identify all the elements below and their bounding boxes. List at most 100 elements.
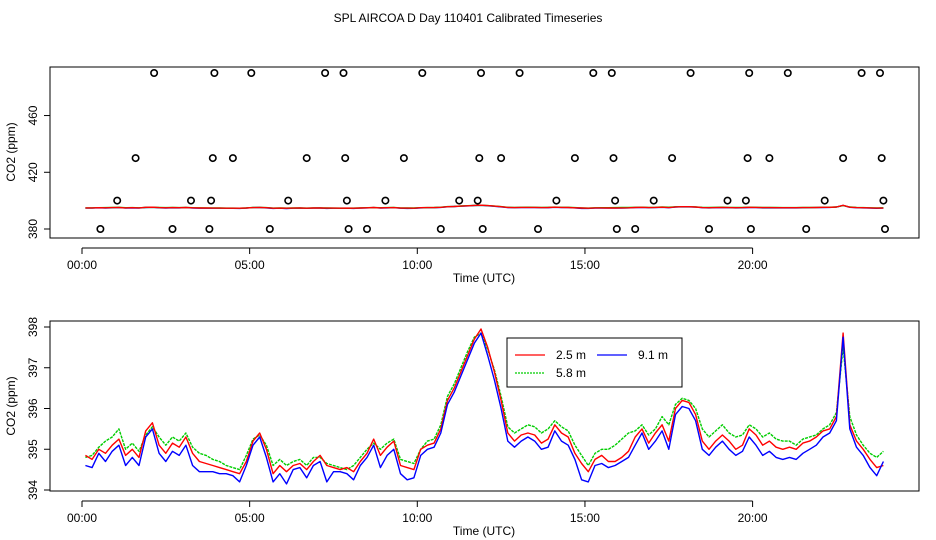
top-plot-frame [49,66,920,239]
y-tick-label: 398 [26,317,40,337]
top-x-axis-label: Time (UTC) [453,271,515,285]
scatter-point [879,196,888,205]
x-tick-label: 00:00 [67,511,97,525]
x-tick-label: 00:00 [67,258,97,272]
bottom-y-axis-label: CO2 (ppm) [4,376,18,435]
scatter-point [765,154,774,163]
top-line-2-5-m [85,204,884,209]
y-tick-label: 396 [26,398,40,418]
scatter-point [418,69,427,78]
scatter-point [515,69,524,78]
scatter-point [168,225,177,234]
scatter-point [552,196,561,205]
chart-title: SPL AIRCOA D Day 110401 Calibrated Times… [334,11,603,25]
scatter-point [631,225,640,234]
scatter-point [533,225,542,234]
bottom-panel-line: 00:00 05:00 10:00 15:00 20:00 39439539639739… [4,317,920,538]
x-tick-label: 10:00 [402,258,432,272]
scatter-point [746,225,755,234]
scatter-point [649,196,658,205]
y-tick-label: 380 [26,219,40,239]
scatter-point [611,196,620,205]
x-tick-label: 10:00 [402,511,432,525]
scatter-point [857,69,866,78]
scatter-point [381,196,390,205]
scatter-point [839,154,848,163]
scatter-point [342,196,351,205]
scatter-point [875,69,884,78]
x-tick-label: 15:00 [570,258,600,272]
bottom-x-axis: 00:00 05:00 10:00 15:00 20:00 [67,500,768,525]
scatter-point [399,154,408,163]
scatter-point [476,69,485,78]
bottom-series-lines [85,328,885,485]
bottom-y-axis: 394 395 396 397 398 [26,317,51,500]
legend: 2.5 m 5.8 m 9.1 m [506,337,683,388]
scatter-point [321,69,330,78]
x-tick-label: 05:00 [235,511,265,525]
scatter-point [247,69,256,78]
y-tick-label: 394 [26,480,40,500]
scatter-point [228,154,237,163]
top-y-axis-label: CO2 (ppm) [4,122,18,181]
scatter-point [113,196,122,205]
scatter-point [205,225,214,234]
scatter-point [187,196,196,205]
y-tick-label: 420 [26,162,40,182]
scatter-point [210,69,219,78]
scatter-point [745,69,754,78]
top-y-axis: 380 420 460 [26,105,51,239]
legend-label-9-1m: 9.1 m [638,348,668,362]
scatter-point [436,225,445,234]
scatter-point [880,225,889,234]
scatter-point [704,225,713,234]
scatter-point [607,69,616,78]
scatter-point [497,154,506,163]
scatter-point [96,225,105,234]
bottom-line-2-5-m [85,328,884,475]
scatter-point [478,225,487,234]
y-tick-label: 460 [26,105,40,125]
scatter-point [150,69,159,78]
scatter-point [723,196,732,205]
scatter-point [741,196,750,205]
bottom-line-9-1-m [85,332,885,485]
x-tick-label: 20:00 [738,511,768,525]
scatter-point [612,225,621,234]
scatter-point [131,154,140,163]
top-panel-scatter: 00:00 05:00 10:00 15:00 20:00 380 420 460 Time… [4,66,920,285]
scatter-point [820,196,829,205]
x-tick-label: 05:00 [235,258,265,272]
scatter-point [802,225,811,234]
scatter-point [284,196,293,205]
scatter-point [475,154,484,163]
top-scatter-points [96,69,889,234]
scatter-point [743,154,752,163]
x-tick-label: 20:00 [738,258,768,272]
legend-label-2-5m: 2.5 m [556,348,586,362]
scatter-point [783,69,792,78]
y-tick-label: 397 [26,357,40,377]
scatter-point [339,69,348,78]
legend-box [506,337,683,388]
scatter-point [455,196,464,205]
bottom-line-5-8-m [85,332,884,471]
scatter-point [207,196,216,205]
scatter-point [877,154,886,163]
scatter-point [589,69,598,78]
top-series-lines [85,204,884,210]
scatter-point [668,154,677,163]
scatter-point [208,154,217,163]
scatter-point [265,225,274,234]
bottom-x-axis-label: Time (UTC) [453,524,515,538]
y-tick-label: 395 [26,439,40,459]
legend-label-5-8m: 5.8 m [556,366,586,380]
top-x-axis: 00:00 05:00 10:00 15:00 20:00 [67,247,768,272]
scatter-point [302,154,311,163]
scatter-point [341,154,350,163]
scatter-point [686,69,695,78]
x-tick-label: 15:00 [570,511,600,525]
scatter-point [362,225,371,234]
scatter-point [570,154,579,163]
